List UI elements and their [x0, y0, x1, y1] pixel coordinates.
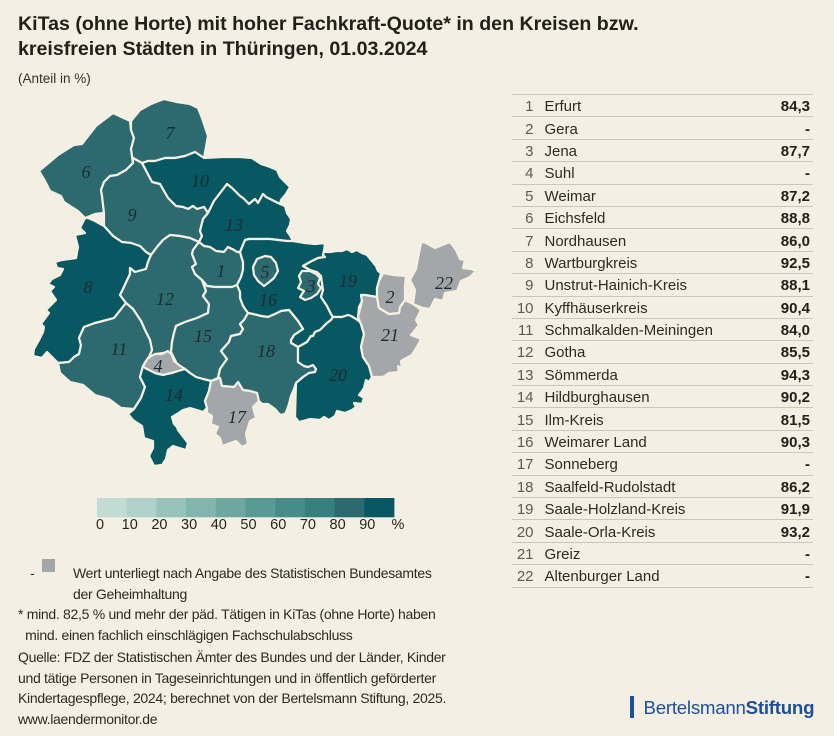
svg-text:14: 14 [165, 385, 183, 405]
svg-text:9: 9 [128, 205, 137, 225]
svg-text:8: 8 [84, 277, 93, 297]
svg-text:10: 10 [191, 171, 209, 191]
svg-text:40: 40 [211, 517, 227, 533]
svg-text:17: 17 [228, 407, 247, 427]
svg-text:%: % [392, 517, 405, 533]
svg-text:20: 20 [151, 517, 167, 533]
svg-text:21: 21 [381, 325, 399, 345]
svg-text:1: 1 [217, 261, 226, 281]
svg-text:11: 11 [111, 339, 128, 359]
svg-text:80: 80 [330, 517, 346, 533]
svg-text:13: 13 [225, 215, 243, 235]
svg-text:20: 20 [329, 365, 347, 385]
svg-text:70: 70 [300, 517, 316, 533]
svg-text:3: 3 [306, 276, 316, 296]
svg-text:30: 30 [181, 517, 197, 533]
svg-text:18: 18 [257, 341, 275, 361]
svg-text:2: 2 [386, 287, 395, 307]
svg-text:15: 15 [194, 326, 212, 346]
svg-text:7: 7 [166, 123, 176, 143]
svg-text:50: 50 [240, 517, 256, 533]
svg-text:0: 0 [96, 517, 104, 533]
svg-text:10: 10 [122, 517, 138, 533]
svg-text:6: 6 [82, 162, 91, 182]
svg-text:5: 5 [261, 262, 270, 282]
svg-text:90: 90 [359, 517, 375, 533]
svg-text:22: 22 [435, 273, 453, 293]
svg-text:12: 12 [156, 289, 174, 309]
svg-text:19: 19 [339, 271, 357, 291]
svg-text:60: 60 [270, 517, 286, 533]
svg-text:16: 16 [259, 290, 277, 310]
svg-text:4: 4 [154, 356, 163, 376]
